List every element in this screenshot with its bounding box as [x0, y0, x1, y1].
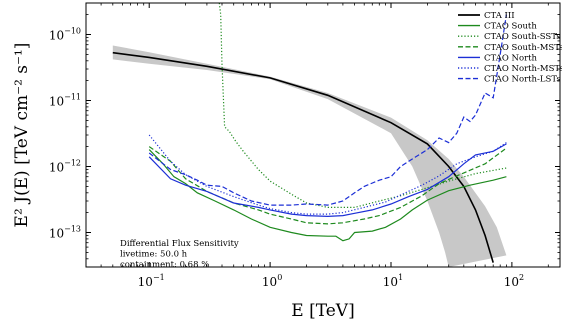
- annotation-line-0: Differential Flux Sensitivity: [120, 239, 239, 249]
- series-line-1: [148, 149, 507, 242]
- y-tick-label-1: 10−12: [49, 158, 81, 174]
- series-line-6: [148, 14, 507, 206]
- y-tick-label-2: 10−11: [49, 92, 81, 108]
- series-line-2: [218, 3, 507, 208]
- legend-label-1: CTAO South: [484, 22, 537, 32]
- cta-iii-uncertainty-band: [112, 45, 507, 267]
- legend-label-2: CTAO South-SSTs: [484, 32, 561, 42]
- x-axis-title: E [TeV]: [291, 301, 354, 321]
- y-tick-label-0: 10−13: [49, 224, 81, 240]
- y-axis-title: E² J(E) [TeV cm⁻² s⁻¹]: [12, 43, 32, 228]
- legend-label-3: CTAO South-MSTs: [484, 43, 562, 53]
- series-line-4: [148, 143, 507, 218]
- series-line-0: [112, 51, 494, 263]
- annotation-line-1: livetime: 50.0 h: [120, 250, 188, 260]
- y-tick-label-3: 10−10: [49, 26, 81, 42]
- x-tick-label-0: 10−1: [138, 273, 165, 289]
- series-line-5: [148, 134, 507, 215]
- legend-label-5: CTAO North-MSTs: [484, 64, 562, 74]
- legend-label-4: CTAO North: [484, 53, 538, 63]
- x-tick-label-3: 102: [504, 273, 524, 289]
- x-tick-label-1: 100: [262, 273, 282, 289]
- annotation-line-2: containment: 0.68 %: [120, 260, 209, 270]
- series-line-3: [148, 146, 507, 225]
- legend-label-0: CTA III: [484, 11, 515, 21]
- legend-label-6: CTAO North-LSTs: [484, 75, 561, 85]
- x-tick-label-2: 101: [383, 273, 403, 289]
